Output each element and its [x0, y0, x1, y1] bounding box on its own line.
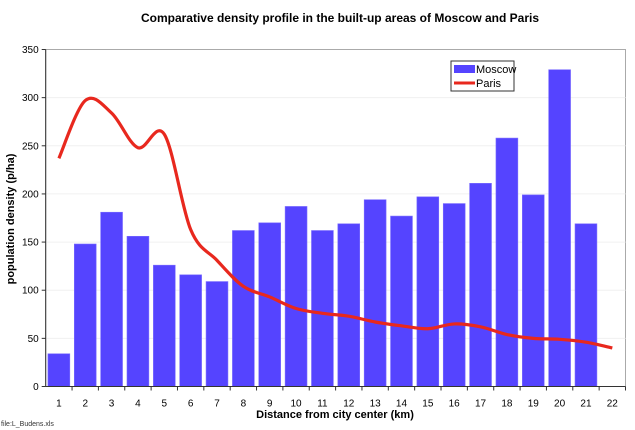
y-tick-label: 300: [22, 93, 39, 104]
x-tick-label: 5: [162, 399, 168, 410]
x-tick-label: 13: [370, 399, 382, 410]
y-tick-label: 250: [22, 141, 39, 152]
x-tick-label: 3: [109, 399, 115, 410]
bar-moscow-9: [258, 222, 281, 387]
bar-moscow-7: [205, 281, 229, 387]
source-file-note: file:L_Budens.xls: [1, 421, 54, 428]
legend: Moscow Paris: [450, 60, 516, 92]
bar-moscow-16: [442, 203, 466, 387]
x-tick-label: 16: [449, 399, 461, 410]
y-tick-label: 350: [22, 45, 39, 56]
x-tick-label: 15: [422, 399, 434, 410]
x-tick-label: 19: [528, 399, 540, 410]
x-tick-label: 22: [607, 399, 619, 410]
x-tick-label: 4: [135, 399, 141, 410]
y-axis-label: population density (p/ha): [5, 153, 17, 284]
x-tick-label: 10: [291, 399, 303, 410]
y-tick-label: 50: [28, 334, 40, 345]
legend-moscow-label: Moscow: [476, 64, 516, 76]
bar-moscow-11: [311, 230, 334, 387]
line-paris: [57, 96, 613, 350]
x-tick-label: 18: [501, 399, 513, 410]
x-tick-label: 6: [188, 399, 194, 410]
y-tick-label: 100: [22, 286, 39, 297]
bar-moscow-8: [232, 230, 255, 387]
x-tick-label: 11: [317, 399, 328, 410]
x-tick-label: 20: [554, 399, 566, 410]
x-tick-label: 1: [56, 399, 62, 410]
bar-moscow-21: [574, 223, 598, 387]
y-tick-label: 0: [33, 382, 39, 393]
bar-moscow-2: [73, 243, 97, 387]
bar-moscow-19: [522, 194, 545, 387]
bar-moscow-1: [47, 353, 71, 387]
bar-moscow-17: [469, 183, 492, 387]
x-tick-label: 21: [580, 399, 592, 410]
x-axis-label: Distance from city center (km): [256, 409, 414, 421]
bar-moscow-3: [100, 211, 123, 387]
x-tick-label: 8: [241, 399, 247, 410]
bar-moscow-13: [363, 199, 387, 387]
y-tick-label: 150: [22, 238, 39, 249]
x-tick-label: 9: [267, 399, 273, 410]
bar-moscow-5: [153, 264, 176, 387]
legend-moscow-swatch: [454, 65, 475, 73]
x-tick-label: 17: [475, 399, 487, 410]
chart-title: Comparative density profile in the built…: [141, 11, 539, 25]
legend-paris-label: Paris: [476, 78, 502, 90]
x-tick-label: 14: [396, 399, 408, 410]
bar-moscow-10: [284, 206, 308, 387]
bar-moscow-15: [416, 196, 440, 387]
bar-moscow-12: [337, 223, 361, 387]
bar-moscow-18: [495, 137, 519, 387]
bar-moscow-6: [179, 274, 202, 387]
bar-moscow-14: [390, 215, 413, 387]
bar-moscow-4: [126, 235, 150, 387]
x-tick-label: 7: [214, 399, 220, 410]
y-tick-label: 200: [22, 189, 39, 200]
x-tick-label: 12: [343, 399, 355, 410]
x-tick-label: 2: [82, 399, 88, 410]
